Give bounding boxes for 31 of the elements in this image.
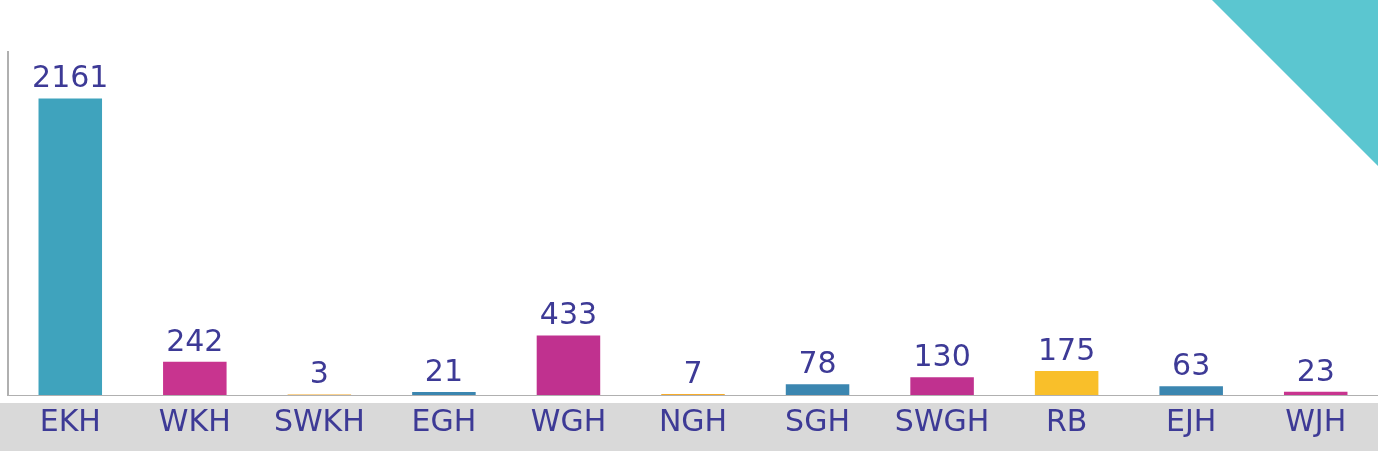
x-tick-label: WJH — [1285, 402, 1347, 438]
data-label: 130 — [913, 337, 971, 373]
x-tick-label: WKH — [158, 402, 231, 438]
bar — [163, 361, 227, 395]
bar — [412, 392, 476, 395]
bar — [785, 384, 850, 395]
data-label: 433 — [539, 296, 598, 332]
bar — [910, 377, 974, 395]
data-label: 78 — [798, 345, 837, 381]
x-tick-label: EJH — [1165, 402, 1217, 438]
data-label: 63 — [1172, 347, 1211, 383]
data-label: 175 — [1038, 331, 1096, 367]
x-tick-label: NGH — [658, 402, 728, 438]
data-label: 23 — [1296, 352, 1335, 388]
bar — [536, 335, 601, 395]
x-tick-label: RB — [1045, 402, 1088, 438]
x-tick-label: EGH — [411, 402, 477, 438]
data-label: 21 — [424, 352, 463, 388]
data-label: 2161 — [32, 59, 109, 95]
x-tick-label: SWKH — [273, 402, 365, 438]
data-label: 242 — [166, 322, 224, 358]
data-label: 7 — [683, 354, 703, 390]
x-tick-label: SWGH — [894, 402, 990, 438]
x-tick-label: EKH — [39, 402, 101, 438]
bar — [38, 98, 103, 395]
data-label: 3 — [309, 355, 329, 391]
x-tick-label: SGH — [785, 402, 850, 438]
x-tick-label: WGH — [530, 402, 607, 438]
bar — [1034, 370, 1099, 395]
bar — [1159, 386, 1223, 395]
bar — [1283, 391, 1348, 395]
